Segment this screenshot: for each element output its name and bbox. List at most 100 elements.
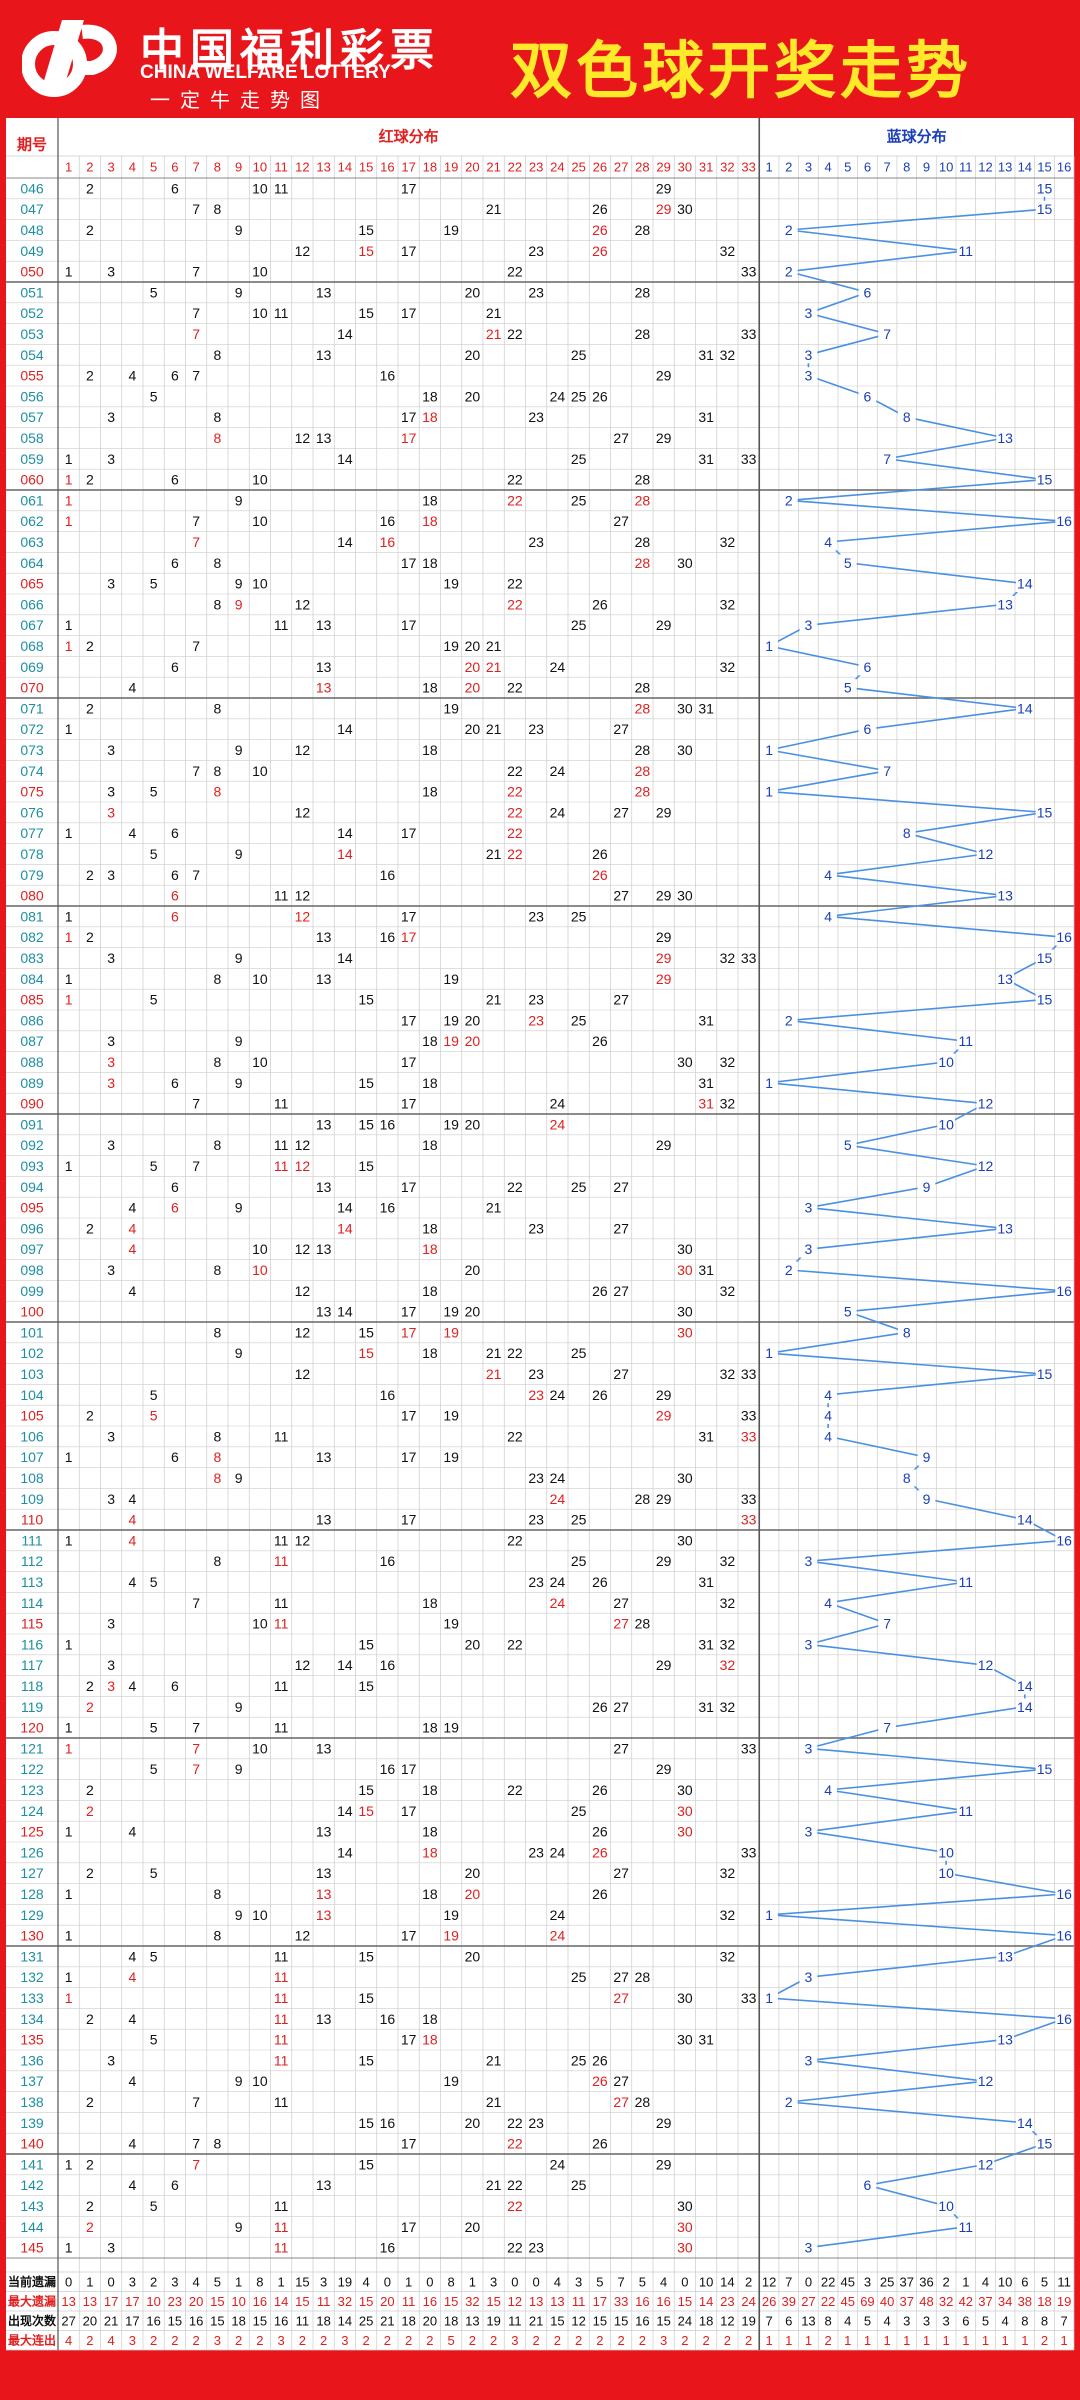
red-ball-number: 12 [295, 1928, 311, 1944]
blue-ball-number: 4 [824, 1595, 832, 1611]
red-ball-number: 17 [401, 617, 417, 633]
stat-label: 出现次数 [8, 2313, 57, 2328]
red-ball-number: 6 [171, 1179, 179, 1195]
red-ball-number: 12 [295, 1137, 311, 1153]
red-ball-number: 30 [677, 700, 693, 716]
stat-red-value: 2 [405, 2333, 412, 2348]
issue-number: 055 [20, 368, 44, 384]
stat-blue-value: 7 [785, 2274, 792, 2289]
red-ball-number: 22 [507, 596, 523, 612]
red-ball-number: 5 [150, 388, 158, 404]
blue-ball-number: 12 [978, 2156, 994, 2172]
stat-red-value: 14 [338, 2313, 352, 2328]
red-ball-number: 7 [192, 1761, 200, 1777]
red-ball-number: 11 [274, 2032, 289, 2048]
red-ball-number: 9 [235, 846, 243, 862]
blue-ball-backdrop [996, 2031, 1014, 2048]
red-ball-number: 29 [656, 1553, 672, 1569]
blue-ball-backdrop [956, 2218, 975, 2236]
red-ball-number: 8 [213, 555, 221, 571]
red-ball-number: 7 [192, 867, 200, 883]
red-ball-number: 31 [698, 700, 714, 716]
stat-red-value: 11 [402, 2294, 416, 2309]
red-ball-number: 14 [337, 1803, 353, 1819]
red-ball-number: 17 [401, 2219, 417, 2235]
blue-ball-backdrop [1015, 1677, 1034, 1695]
red-ball-number: 33 [741, 1366, 757, 1382]
red-ball-number: 16 [380, 1657, 396, 1673]
red-ball-number: 22 [507, 2177, 523, 2193]
stat-blue-value: 27 [801, 2294, 815, 2309]
stat-red-value: 18 [231, 2313, 245, 2328]
issue-column-header: 期号 [17, 136, 47, 154]
stat-blue-value: 7 [1061, 2313, 1068, 2328]
red-ball-number: 29 [656, 804, 672, 820]
red-ball-number: 24 [550, 1470, 566, 1486]
stat-red-value: 2 [384, 2333, 391, 2348]
issue-number: 082 [20, 929, 44, 945]
red-ball-number: 30 [677, 1241, 693, 1257]
red-ball-number: 5 [150, 1948, 158, 1964]
blue-ball-backdrop [996, 970, 1014, 988]
stat-red-value: 19 [741, 2313, 755, 2328]
red-ball-number: 26 [592, 2136, 608, 2152]
red-ball-number: 29 [656, 1387, 672, 1403]
red-ball-number: 30 [677, 1532, 693, 1548]
red-ball-number: 4 [128, 1283, 136, 1299]
red-ball-number: 3 [107, 2240, 115, 2256]
red-ball-number: 23 [528, 409, 544, 425]
red-ball-number: 8 [213, 1470, 221, 1486]
blue-ball-number: 12 [978, 1096, 994, 1112]
stat-red-value: 2 [703, 2333, 710, 2348]
red-ball-number: 13 [316, 2177, 332, 2193]
stat-blue-value: 45 [841, 2294, 855, 2309]
red-ball-number: 1 [65, 1928, 73, 1944]
blue-ball-number: 11 [959, 2219, 974, 2235]
red-ball-number: 29 [656, 1408, 672, 1424]
blue-ball-number: 4 [824, 1782, 832, 1798]
red-number-header: 24 [550, 160, 564, 175]
issue-number: 123 [20, 1782, 44, 1798]
blue-ball-number: 9 [923, 1449, 931, 1465]
stat-blue-value: 11 [1057, 2274, 1071, 2289]
red-number-header: 28 [635, 160, 649, 175]
red-ball-number: 2 [86, 638, 94, 654]
red-number-header: 25 [571, 160, 585, 175]
red-ball-number: 1 [65, 721, 73, 737]
issue-number: 076 [20, 804, 44, 820]
red-ball-number: 27 [613, 1969, 629, 1985]
red-ball-number: 8 [213, 2136, 221, 2152]
red-number-header: 12 [295, 160, 309, 175]
red-ball-number: 24 [550, 2156, 566, 2172]
red-ball-number: 10 [252, 513, 268, 529]
red-ball-number: 16 [380, 867, 396, 883]
stat-red-value: 2 [533, 2333, 540, 2348]
blue-ball-number: 4 [824, 908, 832, 924]
red-ball-number: 33 [741, 451, 757, 467]
red-ball-number: 9 [235, 950, 243, 966]
red-ball-number: 20 [465, 1262, 481, 1278]
red-ball-number: 30 [677, 1470, 693, 1486]
red-ball-number: 25 [571, 2177, 587, 2193]
red-ball-number: 19 [443, 576, 459, 592]
red-ball-number: 5 [150, 1574, 158, 1590]
red-ball-number: 24 [550, 1907, 566, 1923]
stat-red-value: 11 [296, 2313, 310, 2328]
page-title: 双色球开奖走势 [510, 34, 973, 107]
red-ball-number: 19 [443, 1033, 459, 1049]
red-ball-number: 19 [443, 1616, 459, 1632]
blue-ball-backdrop [1035, 200, 1054, 218]
red-ball-number: 22 [507, 763, 523, 779]
issue-number: 067 [20, 617, 44, 633]
issue-number: 106 [20, 1428, 44, 1444]
red-ball-number: 29 [656, 1137, 672, 1153]
red-ball-number: 11 [274, 305, 289, 321]
stat-blue-value: 1 [765, 2333, 772, 2348]
blue-ball-backdrop [1035, 180, 1054, 197]
red-ball-number: 25 [571, 347, 587, 363]
red-ball-number: 32 [720, 1636, 736, 1652]
issue-number: 109 [20, 1491, 44, 1507]
blue-ball-backdrop [858, 388, 877, 405]
blue-ball-backdrop [760, 1906, 778, 1924]
red-ball-number: 33 [741, 1428, 757, 1444]
